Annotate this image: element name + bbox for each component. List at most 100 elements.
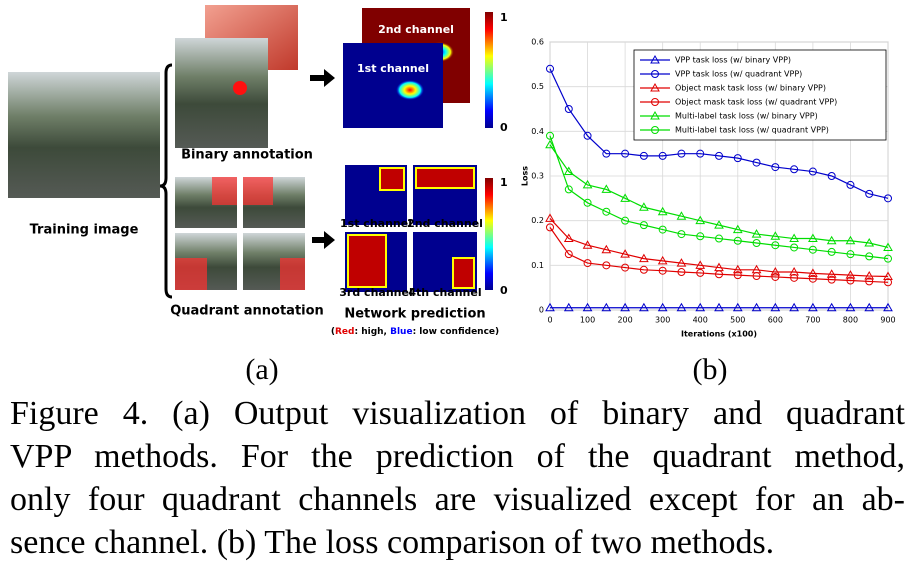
x-tick-label: 100 [580, 316, 595, 325]
legend-label: Multi-label task loss (w/ binary VPP) [675, 112, 818, 121]
x-axis-label: Iterations (x100) [681, 330, 757, 339]
legend-marker [651, 126, 659, 134]
data-point [583, 259, 592, 268]
arrow [310, 69, 335, 87]
data-point [864, 302, 875, 312]
legend-label: Object mask task loss (w/ binary VPP) [675, 84, 826, 93]
data-point [621, 263, 630, 272]
data-point [564, 185, 573, 194]
data-point [563, 302, 574, 312]
data-point [789, 267, 799, 276]
y-axis-label: Loss [521, 166, 530, 186]
caption-line: sence channel. (b) The loss comparison o… [10, 524, 775, 561]
caption-line: only four quadrant channels are visualiz… [10, 481, 905, 518]
data-point [883, 271, 893, 280]
data-point [865, 252, 874, 261]
data-point [715, 234, 723, 243]
data-point [639, 302, 649, 312]
data-point [733, 271, 742, 280]
data-point [676, 302, 687, 312]
data-point [582, 240, 593, 249]
legend-label: VPP task loss (w/ quadrant VPP) [675, 70, 802, 79]
quadrant-mask [243, 177, 273, 205]
data-point [696, 232, 705, 241]
annotation-image [175, 38, 268, 148]
data-point [865, 189, 874, 198]
y-tick-label: 0.3 [531, 172, 544, 181]
note-part: ( [331, 327, 335, 337]
colorbar-label: 0 [500, 121, 508, 134]
data-point [733, 236, 742, 245]
data-point [752, 272, 761, 281]
prediction-label: Network prediction [344, 307, 485, 322]
data-point [790, 165, 799, 174]
figure: Training image Binary annotation 2nd cha… [8, 5, 896, 386]
data-point [639, 221, 648, 230]
x-tick-label: 0 [547, 316, 552, 325]
legend-box [633, 49, 887, 141]
x-tick-label: 200 [617, 316, 632, 325]
data-point [827, 172, 836, 180]
data-point [808, 233, 818, 243]
data-point [657, 302, 668, 312]
legend-marker [650, 110, 660, 120]
data-point [714, 220, 724, 229]
heatmap-region [347, 234, 387, 288]
data-point [715, 151, 723, 160]
legend-marker [651, 70, 659, 78]
data-point [601, 302, 612, 312]
confidence-note: (Red: high, Blue: low confidence) [331, 327, 499, 337]
panel-label: (a) [245, 353, 278, 386]
heatmap-region [415, 167, 475, 189]
data-point [582, 302, 593, 312]
data-point [884, 194, 892, 203]
series-line [549, 68, 889, 199]
data-point [733, 154, 742, 163]
data-point [583, 131, 592, 140]
data-point [884, 278, 892, 287]
data-point [601, 244, 612, 254]
data-point [696, 268, 705, 277]
data-point [732, 224, 743, 234]
legend-label: Object mask task loss (w/ quadrant VPP) [675, 98, 837, 107]
data-point [865, 277, 874, 286]
data-point [770, 302, 781, 312]
data-point [770, 267, 781, 276]
channel-label: 2nd channel [407, 217, 483, 230]
data-point [639, 265, 648, 274]
data-point [826, 302, 837, 312]
colorbar-label: 0 [500, 284, 508, 297]
data-point [752, 239, 761, 247]
channel-label: 2nd channel [378, 23, 454, 36]
data-point [564, 105, 573, 113]
data-point [639, 202, 649, 211]
y-tick-label: 0.1 [531, 261, 544, 270]
legend-marker [650, 82, 660, 92]
data-point [790, 243, 799, 252]
x-tick-label: 300 [655, 316, 670, 325]
legend-marker [650, 54, 660, 64]
colorbar-label: 1 [500, 176, 508, 189]
data-point [564, 250, 573, 259]
data-point [676, 211, 687, 220]
data-point [771, 241, 780, 250]
data-point [582, 179, 593, 189]
channel-label: 1st channel [357, 62, 429, 75]
x-tick-label: 900 [880, 316, 895, 325]
data-point [771, 163, 780, 172]
data-point [639, 151, 648, 160]
y-tick-label: 0.4 [531, 127, 544, 136]
data-point [546, 131, 554, 140]
data-point [864, 237, 875, 247]
heatmap [343, 43, 443, 128]
data-point [545, 139, 555, 149]
annotation-spot [233, 81, 247, 95]
caption-line: VPP methods. For the prediction of the q… [10, 438, 905, 475]
note-part: : low confidence) [413, 327, 500, 337]
note-red: Red [335, 327, 354, 337]
data-point [620, 302, 630, 312]
data-point [563, 166, 574, 176]
channel-label: 3rd channel [339, 286, 412, 299]
quadrant-mask [212, 177, 237, 205]
x-tick-label: 400 [693, 316, 708, 325]
